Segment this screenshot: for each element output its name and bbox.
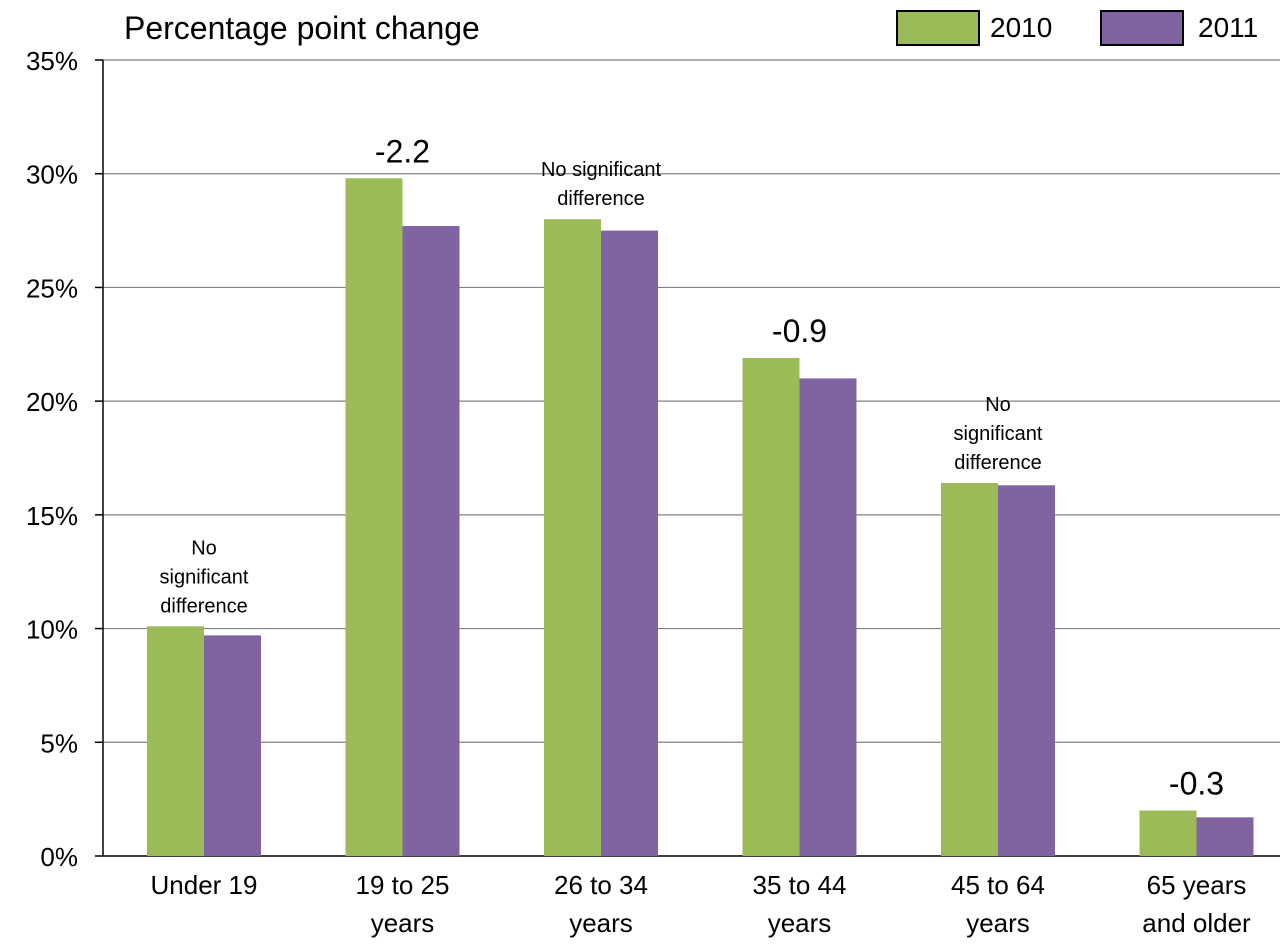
- bar-2011-19-to-25-years: [402, 226, 460, 857]
- bar-2010-35-to-44-years: [742, 357, 800, 856]
- bar-2011-under-19: [204, 635, 261, 856]
- x-tick-label: 65 years: [1147, 870, 1247, 900]
- chart-title: Percentage point change: [124, 10, 480, 46]
- bar-2011-26-to-34-years: [601, 230, 658, 857]
- legend-label-2011: 2011: [1198, 12, 1259, 43]
- x-tick-label: 26 to 34: [554, 870, 648, 900]
- x-tick-label: 35 to 44: [753, 870, 847, 900]
- annotation-label: significant: [160, 566, 249, 588]
- annotation-label: No: [985, 394, 1011, 416]
- bar-2010-19-to-25-years: [345, 178, 403, 856]
- legend-label-2010: 2010: [990, 12, 1053, 43]
- y-tick-label: 10%: [26, 615, 78, 645]
- bar-2011-35-to-44-years: [799, 378, 857, 856]
- annotation-label: difference: [954, 452, 1041, 474]
- bar-2010-45-to-64-years: [941, 483, 998, 856]
- annotation-label: difference: [557, 188, 644, 210]
- x-tick-label: years: [569, 908, 633, 938]
- annotation-label: -2.2: [375, 133, 430, 169]
- x-tick-label: years: [768, 908, 832, 938]
- annotation-label: significant: [954, 423, 1043, 445]
- bar-2010-65-years-and-older: [1139, 810, 1197, 856]
- annotation-label: -0.3: [1169, 766, 1224, 802]
- annotation-label: No significant: [541, 159, 662, 181]
- legend-swatch-2010: [896, 10, 980, 46]
- x-tick-label: years: [371, 908, 435, 938]
- y-tick-label: 5%: [40, 728, 78, 758]
- x-tick-label: 19 to 25: [356, 870, 450, 900]
- y-tick-label: 30%: [26, 160, 78, 190]
- bar-2011-45-to-64-years: [998, 485, 1055, 856]
- bar-2010-under-19: [147, 626, 204, 856]
- x-tick-label: Under 19: [151, 870, 258, 900]
- y-tick-label: 0%: [40, 842, 78, 872]
- y-tick-label: 15%: [26, 501, 78, 531]
- y-tick-label: 35%: [26, 46, 78, 76]
- bar-2011-65-years-and-older: [1196, 817, 1254, 856]
- x-tick-label: and older: [1142, 908, 1251, 938]
- annotation-label: No: [191, 537, 217, 559]
- bar-2010-26-to-34-years: [544, 219, 601, 856]
- annotation-label: -0.9: [772, 313, 827, 349]
- y-tick-label: 20%: [26, 387, 78, 417]
- legend-swatch-2011: [1100, 10, 1184, 46]
- y-tick-label: 25%: [26, 273, 78, 303]
- annotation-label: difference: [160, 595, 247, 617]
- x-tick-label: 45 to 64: [951, 870, 1045, 900]
- x-tick-label: years: [966, 908, 1030, 938]
